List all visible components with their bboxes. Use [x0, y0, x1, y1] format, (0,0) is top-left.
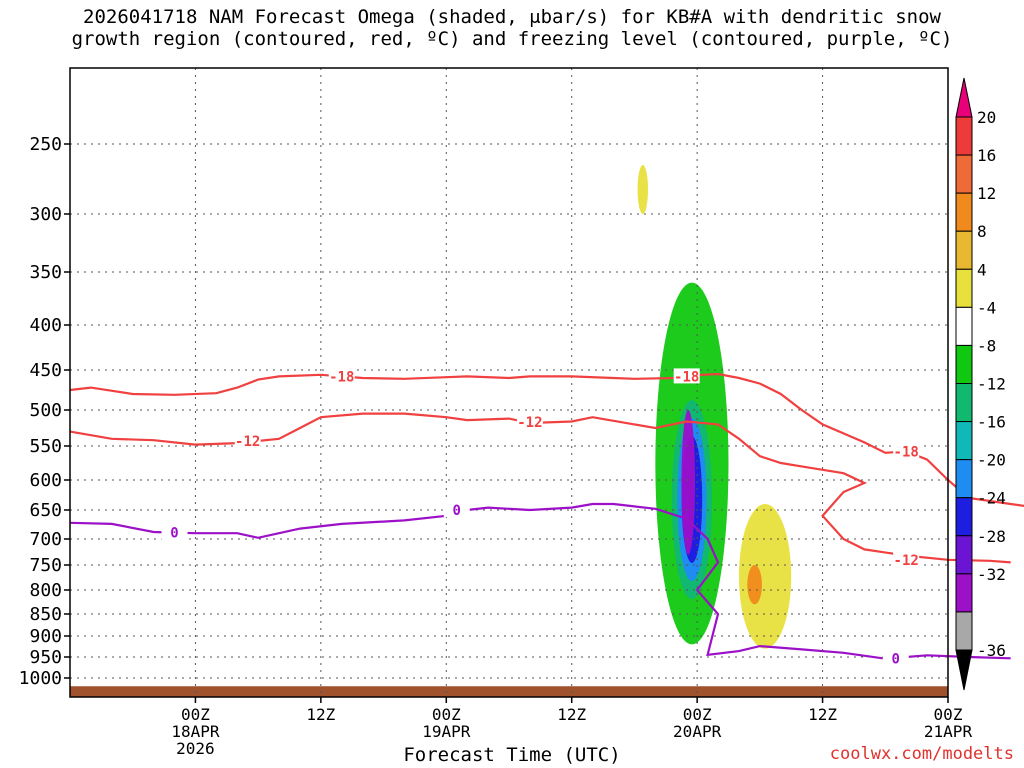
plot-frame — [69, 67, 949, 698]
colorbar-label-9: -20 — [977, 451, 1006, 470]
y-tick-label-650: 650 — [29, 500, 62, 521]
y-tick-label-250: 250 — [29, 134, 62, 155]
y-tick-label-400: 400 — [29, 315, 62, 336]
contour-label--12C-2: -12 — [894, 553, 919, 569]
contour-label-bg--12C-0 — [234, 432, 261, 448]
omega-region-4 — [637, 165, 649, 214]
colorbar-arrow-top — [955, 77, 973, 118]
omega-region-3 — [747, 565, 762, 605]
x-tick-label-42-0: 12Z — [557, 705, 586, 724]
contour-label-bg--12C-2 — [893, 551, 920, 567]
colorbar-box-12 — [955, 573, 973, 613]
x-tick-label-6-0: 00Z — [181, 705, 210, 724]
colorbar-label-10: -24 — [977, 489, 1006, 508]
colorbar-label-6: -8 — [977, 336, 996, 355]
colorbar-box-5 — [955, 306, 973, 346]
colorbar-box-10 — [955, 497, 973, 537]
colorbar-label-12: -32 — [977, 565, 1006, 584]
colorbar-box-11 — [955, 535, 973, 575]
grid-lines — [70, 68, 949, 697]
contour-label-bg--12C-1 — [516, 414, 543, 430]
x-tick-label-78-1: 21APR — [924, 722, 973, 741]
contour-label-bg-0C-1 — [443, 502, 470, 517]
x-tick-label-78-0: 00Z — [934, 705, 963, 724]
omega-shading — [637, 165, 792, 649]
colorbar-box-2 — [955, 192, 973, 232]
contour-label-bg-0C-0 — [161, 524, 188, 540]
y-tick-label-600: 600 — [29, 470, 62, 491]
credit-link[interactable]: coolwx.com/modelts — [829, 744, 1014, 764]
colorbar-box-0 — [955, 116, 973, 156]
x-tick-label-54-0: 00Z — [683, 705, 712, 724]
colorbar-box-7 — [955, 383, 973, 423]
ground-terrain — [70, 686, 948, 697]
colorbar-label-11: -28 — [977, 527, 1006, 546]
ground-fill — [70, 686, 948, 697]
y-tick-label-900: 900 — [29, 626, 62, 647]
contour-label-0C-0: 0 — [170, 526, 178, 542]
contour-label-0C-2: 0 — [892, 652, 900, 668]
colorbar-label-3: 8 — [977, 222, 987, 241]
colorbar-box-6 — [955, 344, 973, 384]
y-tick-label-1000: 1000 — [19, 668, 62, 689]
colorbar-label-13: -36 — [977, 641, 1006, 660]
x-tick-label-18-0: 12Z — [306, 705, 335, 724]
contour-label-bg--18C-0 — [328, 368, 355, 384]
omega-region-2 — [738, 504, 792, 649]
x-tick-label-6-1: 18APR — [171, 722, 220, 741]
y-axis: 2503003504004505005506006507007508008509… — [19, 134, 70, 689]
colorbar-box-3 — [955, 230, 973, 270]
y-tick-label-350: 350 — [29, 262, 62, 283]
contour-label-bg-0C-2 — [882, 650, 909, 666]
y-tick-label-500: 500 — [29, 400, 62, 421]
chart-title-line2: growth region (contoured, red, ºC) and f… — [71, 28, 953, 50]
y-tick-label-800: 800 — [29, 580, 62, 601]
y-tick-label-550: 550 — [29, 436, 62, 457]
colorbar-box-4 — [955, 268, 973, 308]
contour-lines: -18 -18 -18 -12 -12 -12 0 0 0 — [69, 368, 1024, 668]
colorbar-box-9 — [955, 459, 973, 499]
colorbar: 20 16 12 8 4 -4 -8 -12 -16 -20 -24 -28 -32 -36 — [955, 77, 1006, 691]
x-tick-label-66-0: 12Z — [808, 705, 837, 724]
contour-label--18C-2: -18 — [894, 444, 919, 460]
contour-0C — [69, 502, 1011, 660]
colorbar-label-2: 12 — [977, 184, 996, 203]
y-tick-label-850: 850 — [29, 604, 62, 625]
colorbar-label-8: -16 — [977, 413, 1006, 432]
contour-label-bg--18C-2 — [893, 443, 920, 459]
contour-label-0C-1: 0 — [453, 503, 461, 519]
x-tick-label-30-0: 00Z — [432, 705, 461, 724]
colorbar-label-0: 20 — [977, 108, 996, 127]
x-axis-title: Forecast Time (UTC) — [403, 744, 621, 766]
chart-title-line1: 2026041718 NAM Forecast Omega (shaded, μ… — [83, 6, 941, 28]
x-tick-label-54-1: 20APR — [673, 722, 722, 741]
contour--18C — [69, 372, 1024, 508]
colorbar-label-5: -4 — [977, 298, 996, 317]
chart-title: 2026041718 NAM Forecast Omega (shaded, μ… — [0, 6, 1024, 50]
y-tick-label-950: 950 — [29, 647, 62, 668]
colorbar-label-7: -12 — [977, 375, 1006, 394]
contour-label-bg--18C-1 — [673, 368, 700, 384]
contour-label--12C-1: -12 — [517, 415, 542, 431]
colorbar-arrow-bottom — [955, 649, 973, 691]
y-tick-label-750: 750 — [29, 555, 62, 576]
y-tick-label-700: 700 — [29, 529, 62, 550]
contour-label--18C-0: -18 — [329, 369, 354, 385]
colorbar-box-8 — [955, 421, 973, 461]
colorbar-label-4: 4 — [977, 260, 987, 279]
contour-label--12C-0: -12 — [235, 434, 260, 450]
colorbar-label-1: 16 — [977, 146, 996, 165]
x-tick-label-30-1: 19APR — [422, 722, 471, 741]
colorbar-box-1 — [955, 154, 973, 194]
colorbar-box-13 — [955, 611, 973, 651]
y-tick-label-300: 300 — [29, 204, 62, 225]
contour-label--18C-1: -18 — [674, 369, 699, 385]
y-tick-label-450: 450 — [29, 360, 62, 381]
contour--12C — [69, 412, 1011, 564]
omega-region-1 — [681, 410, 696, 555]
x-tick-label-6-2: 2026 — [176, 739, 215, 758]
